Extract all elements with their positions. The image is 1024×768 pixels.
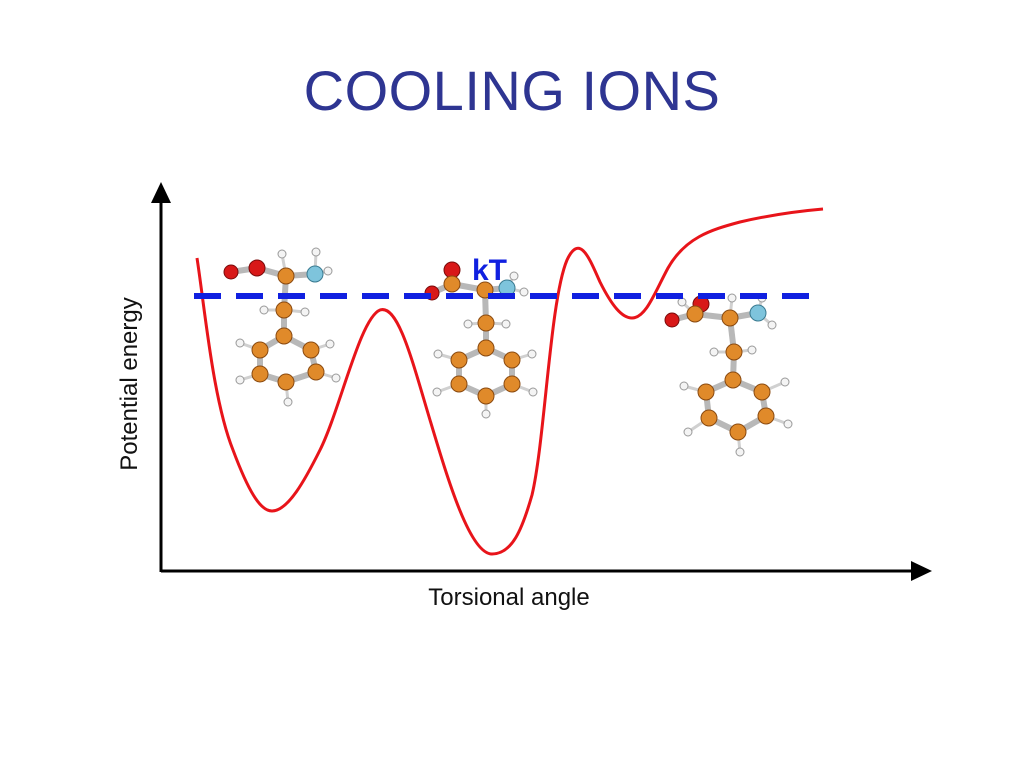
x-axis-label: Torsional angle — [428, 584, 589, 611]
molecule-conformer-3-image — [664, 293, 793, 457]
y-axis-arrowhead — [151, 182, 171, 203]
kt-label: kT — [472, 254, 507, 287]
y-axis-label: Potential energy — [116, 297, 143, 470]
molecule-conformer-1-image — [223, 247, 341, 407]
x-axis-arrowhead — [911, 561, 932, 581]
potential-energy-curve — [195, 207, 824, 556]
slide-title: COOLING IONS — [303, 59, 721, 122]
molecule-conformer-2-image — [424, 261, 538, 419]
axes — [151, 182, 932, 581]
